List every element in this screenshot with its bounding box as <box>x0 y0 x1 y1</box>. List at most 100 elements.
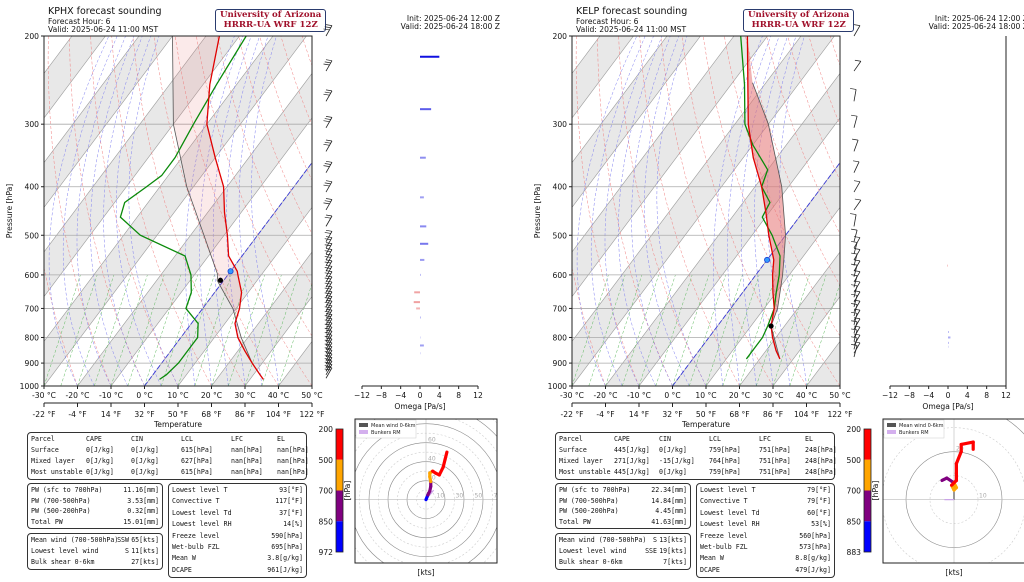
thermo-row-value: 79[°F] <box>807 497 831 506</box>
x-tick-label-fahrenheit: 104 °F <box>794 410 819 419</box>
x-tick-label-celsius: -30 °C <box>32 391 56 400</box>
thermo-row-label: Convective T <box>700 497 748 506</box>
hodo-ring-label: 10 <box>437 493 445 500</box>
dry-adiabat <box>660 36 774 386</box>
wind-barb-flag <box>325 270 333 272</box>
hodo-colorbar-label: 850 <box>319 517 334 526</box>
parcel-table-cell: 0[J/kg] <box>131 468 159 476</box>
zero-isotherm <box>144 161 312 386</box>
thermo-row-value: 53[%] <box>811 520 831 529</box>
wind-barb-flag <box>325 264 333 267</box>
mixing-ratio-line <box>806 283 840 386</box>
thermo-row-label: Freeze level <box>172 531 220 540</box>
thermo-row: Lowest level RH 14[%] <box>172 520 303 530</box>
wind-barb-flag <box>324 319 331 322</box>
thermo-row-label: Lowest level T <box>700 486 756 494</box>
wind-barb-flag <box>323 28 330 31</box>
isotherm-line <box>572 36 701 208</box>
parcel-table-cell: CIN <box>131 435 143 443</box>
pw-row: Total PW 15.01[mm] <box>31 518 159 528</box>
wind-barb-flag <box>853 248 861 250</box>
precipitable-water-table: PW (sfc to 700hPa) 22.34[mm] PW (700-500hP… <box>555 483 691 529</box>
y-tick-label: 600 <box>25 271 40 280</box>
parcel-table-cell: nan[hPa] <box>277 446 309 454</box>
wind-barb-staff <box>325 237 333 249</box>
valid-utc-time: Valid: 2025-06-24 18:00 Z <box>928 22 1024 32</box>
parcel-table-cell: Parcel <box>559 435 583 443</box>
pw-row-value: 4.45[mm] <box>655 507 687 515</box>
y-tick-label: 500 <box>553 231 568 240</box>
isotherm-line <box>44 36 106 119</box>
x-tick-label-fahrenheit: 14 °F <box>629 410 649 419</box>
x-tick-label-celsius: 10 °C <box>695 391 716 400</box>
wind-barb-staff <box>325 215 333 227</box>
hodo-colorbar-label: 972 <box>319 548 334 557</box>
valid-local-time: Valid: 2025-06-24 11:00 MST <box>48 25 159 34</box>
thermo-row: Lowest level T 79[°F] <box>700 486 831 496</box>
wind-barb-flag <box>325 116 333 118</box>
wind-barb-staff <box>853 309 861 321</box>
y-tick-label: 900 <box>25 359 40 368</box>
wind-barb-staff <box>325 367 333 379</box>
y-tick-label: 700 <box>25 304 40 313</box>
hodo-legend-swatch-bunkers <box>887 430 896 434</box>
x-tick-label-celsius: 50 °C <box>829 391 850 400</box>
isotherm-line <box>177 206 312 386</box>
mixing-ratio-line <box>60 274 98 386</box>
wind-barb-flag <box>852 138 859 141</box>
hodo-colorbar-unit: [hPa] <box>343 481 352 501</box>
parcel-table-row: Surface 0[J/kg] 0[J/kg] 615[hPa] nan[hPa] nan… <box>31 446 309 456</box>
x-tick-label-celsius: 0 °C <box>136 391 152 400</box>
parcel-table-cell: CAPE <box>86 435 102 443</box>
wind-barb-flag <box>853 24 861 26</box>
brand-line-1: University of Arizona <box>220 10 322 20</box>
wind-barb-flag <box>324 182 331 185</box>
wind-barb-flag <box>325 308 333 311</box>
isotherm-line <box>244 296 312 386</box>
mixing-ratio-line <box>194 274 232 386</box>
wind-barb-flag <box>324 327 331 330</box>
wind-barb-staff <box>325 276 333 288</box>
pw-row: PW (700-500hPa) 3.53[mm] <box>31 497 159 507</box>
wind-barb-staff <box>325 25 333 37</box>
wind-barb-flag <box>325 275 333 278</box>
wind-barb-flag <box>851 114 858 117</box>
wind-barb-flag <box>851 241 858 243</box>
zero-isotherm <box>672 161 840 386</box>
hodo-colorbar-segment <box>336 490 343 522</box>
hodo-legend-swatch-mean <box>887 423 896 427</box>
hodo-ring-label: 40 <box>428 456 436 463</box>
temperature-line <box>206 36 264 380</box>
wind-barb-flag <box>325 304 333 307</box>
wind-barb-flag <box>851 328 858 331</box>
mixing-ratio-line <box>228 274 265 386</box>
omega-tick-label: −4 <box>923 391 934 400</box>
wind-barb-flag <box>325 321 333 324</box>
wind-barb-flag <box>854 198 861 201</box>
pw-row-value: 22.34[mm] <box>651 486 687 494</box>
parcel-table-cell: nan[hPa] <box>231 457 263 465</box>
pw-row: PW (700-500hPa) 14.84[mm] <box>559 497 687 507</box>
wind-barb-flag <box>851 293 858 296</box>
y-tick-label: 200 <box>25 32 40 41</box>
hodo-x-label: [kts] <box>945 568 962 577</box>
parcel-table-header: Parcel CAPE CIN LCL LFC EL <box>559 435 831 445</box>
thermo-row-value: 37[°F] <box>279 508 303 517</box>
wind-row-value: 7[kts] <box>663 558 687 566</box>
wind-barb-flag <box>325 329 333 332</box>
isotherm-line <box>44 36 307 386</box>
thermo-row-value: 695[hPa] <box>271 543 303 551</box>
wind-barb-staff <box>853 326 861 338</box>
wind-row: Mean wind (700-500hPa) S 13[kts] <box>559 536 687 546</box>
parcel-table-cell: 0[J/kg] <box>659 446 687 454</box>
wind-barb-flag <box>324 292 331 295</box>
wind-barb-flag <box>325 59 333 62</box>
parcel-table-cell: 0[J/kg] <box>86 468 114 476</box>
parcel-table: Parcel CAPE CIN LCL LFC EL Surface 0[J/kg] 0[J/k… <box>27 432 309 480</box>
wind-barb-flag <box>325 24 333 26</box>
parcel-table-cell: EL <box>805 435 813 443</box>
wind-barb-flag <box>853 299 861 302</box>
wind-barb-flag <box>324 351 331 353</box>
wind-barb-flag <box>325 214 333 217</box>
hodo-colorbar-segment <box>864 490 871 522</box>
